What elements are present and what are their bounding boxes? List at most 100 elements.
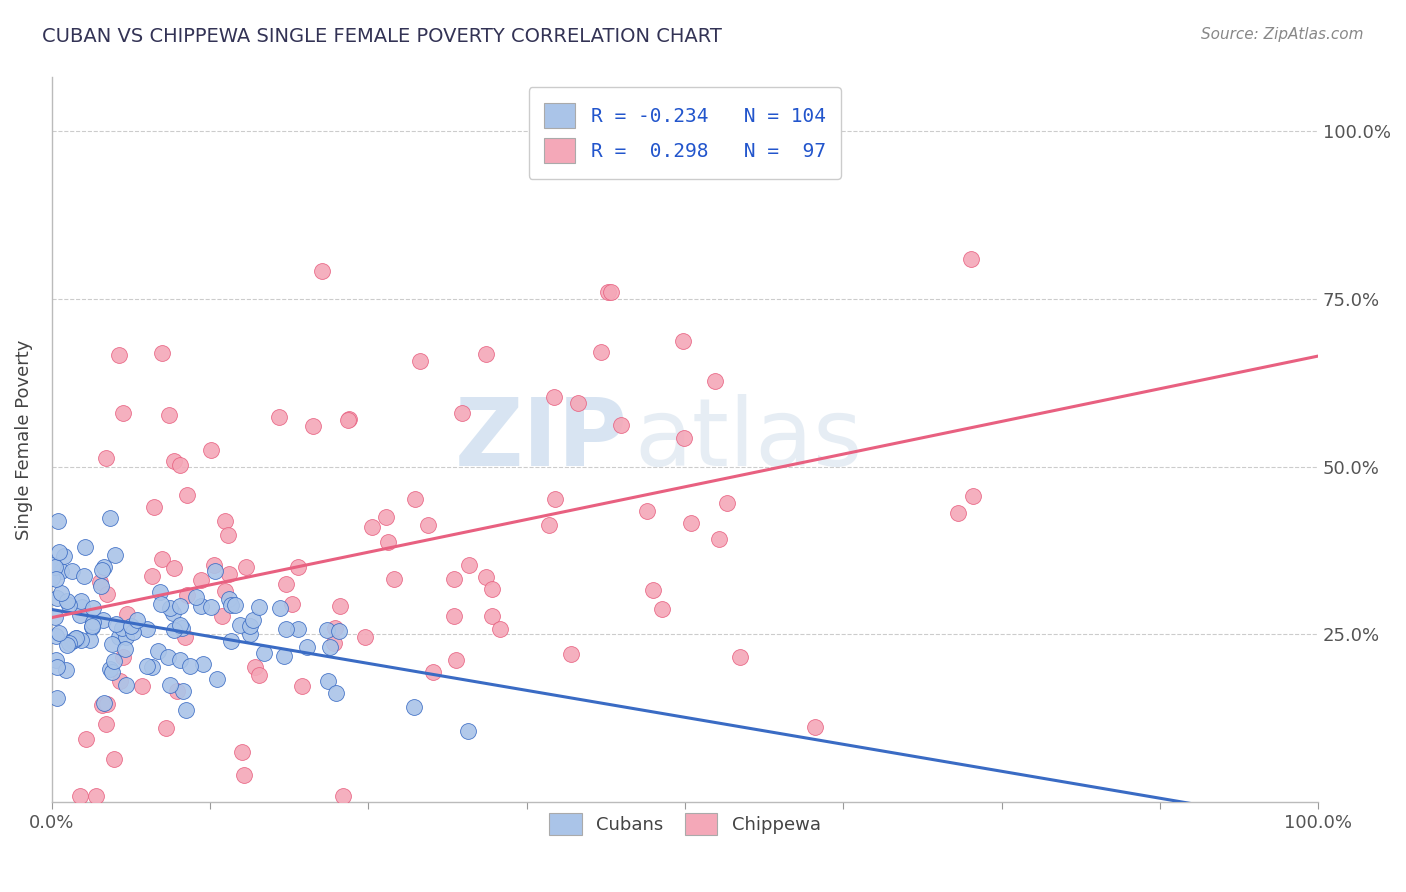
Point: [169, 599, 191, 613]
Text: Source: ZipAtlas.com: Source: ZipAtlas.com: [1201, 27, 1364, 42]
Point: [172, 684, 194, 698]
Point: [190, 599, 212, 614]
Point: [716, 496, 738, 510]
Point: [114, 642, 136, 657]
Point: [60, 564, 83, 578]
Point: [176, 588, 198, 602]
Point: [589, 344, 612, 359]
Point: [162, 454, 184, 468]
Point: [200, 443, 222, 458]
Point: [382, 572, 405, 586]
Point: [291, 680, 314, 694]
Point: [354, 630, 377, 644]
Point: [55, 663, 77, 677]
Point: [728, 650, 751, 665]
Point: [242, 613, 264, 627]
Point: [328, 624, 350, 638]
Point: [316, 673, 339, 688]
Point: [90, 579, 112, 593]
Point: [162, 561, 184, 575]
Point: [319, 640, 342, 654]
Point: [148, 644, 170, 658]
Legend: Cubans, Chippewa: Cubans, Chippewa: [540, 804, 830, 844]
Point: [302, 419, 325, 434]
Point: [337, 412, 360, 426]
Point: [174, 630, 197, 644]
Point: [45, 591, 67, 605]
Point: [82, 619, 104, 633]
Point: [409, 353, 432, 368]
Point: [218, 567, 240, 582]
Point: [361, 520, 384, 534]
Point: [163, 623, 186, 637]
Point: [295, 640, 318, 654]
Point: [90, 698, 112, 712]
Point: [375, 510, 398, 524]
Point: [537, 518, 560, 533]
Point: [58, 636, 80, 650]
Point: [96, 717, 118, 731]
Point: [69, 608, 91, 623]
Point: [45, 653, 67, 667]
Point: [962, 489, 984, 503]
Point: [217, 528, 239, 542]
Point: [159, 601, 181, 615]
Point: [218, 592, 240, 607]
Point: [60, 634, 83, 648]
Point: [311, 264, 333, 278]
Point: [101, 665, 124, 680]
Point: [131, 679, 153, 693]
Point: [204, 564, 226, 578]
Point: [89, 575, 111, 590]
Point: [481, 608, 503, 623]
Point: [122, 625, 145, 640]
Point: [69, 789, 91, 803]
Point: [444, 653, 467, 667]
Point: [103, 654, 125, 668]
Point: [125, 613, 148, 627]
Point: [287, 560, 309, 574]
Point: [450, 406, 472, 420]
Text: ZIP: ZIP: [456, 394, 628, 486]
Point: [56, 638, 79, 652]
Point: [115, 678, 138, 692]
Point: [120, 619, 142, 633]
Point: [115, 630, 138, 644]
Point: [115, 607, 138, 622]
Point: [136, 623, 159, 637]
Point: [66, 632, 89, 647]
Point: [79, 633, 101, 648]
Point: [149, 584, 172, 599]
Point: [336, 413, 359, 427]
Point: [679, 516, 702, 530]
Point: [72, 599, 94, 614]
Point: [214, 514, 236, 528]
Point: [93, 696, 115, 710]
Point: [329, 599, 352, 613]
Point: [96, 697, 118, 711]
Point: [96, 587, 118, 601]
Point: [98, 661, 121, 675]
Point: [560, 648, 582, 662]
Point: [269, 600, 291, 615]
Point: [946, 506, 969, 520]
Point: [51, 586, 73, 600]
Point: [238, 626, 260, 640]
Point: [149, 597, 172, 611]
Point: [41, 571, 63, 585]
Point: [475, 570, 498, 584]
Point: [98, 510, 121, 524]
Point: [111, 621, 134, 635]
Point: [42, 558, 65, 572]
Point: [49, 564, 72, 578]
Point: [322, 636, 344, 650]
Point: [600, 285, 623, 299]
Point: [48, 544, 70, 558]
Point: [111, 649, 134, 664]
Point: [253, 646, 276, 660]
Point: [457, 724, 479, 739]
Text: atlas: atlas: [634, 394, 862, 486]
Point: [108, 630, 131, 644]
Point: [82, 615, 104, 629]
Point: [643, 582, 665, 597]
